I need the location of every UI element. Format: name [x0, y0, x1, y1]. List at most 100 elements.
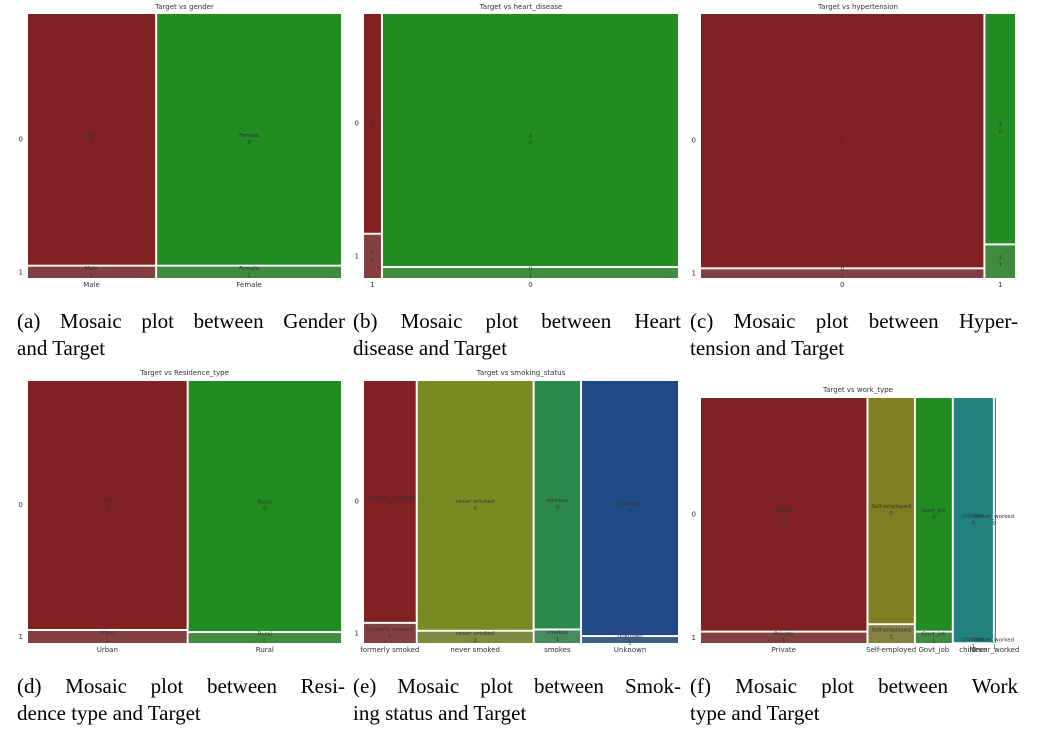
caption-line: type and Target [690, 701, 820, 725]
cell-label: 1 [247, 273, 251, 279]
cell-label: never smoked [456, 631, 495, 637]
y-tick-label: 0 [692, 510, 696, 518]
chart-title: Target vs gender [154, 3, 214, 11]
chart-title: Target vs smoking_status [476, 369, 566, 377]
cell-label: 1 [371, 257, 375, 263]
cell-label: Private [774, 508, 794, 514]
caption-line: (d) Mosaic plot between Resi- [17, 674, 345, 698]
cell-label: 1 [932, 638, 936, 644]
mosaic-cell [364, 234, 381, 278]
mosaic-cell [701, 398, 867, 631]
cell-label: Urban [99, 631, 116, 637]
x-tick-label: Urban [97, 646, 118, 654]
x-tick-label: 1 [998, 281, 1002, 289]
x-tick-label: Unknown [614, 646, 647, 654]
cell-label: never smoked [456, 499, 495, 505]
cell-label: 0 [840, 141, 844, 147]
cell-label: 0 [889, 511, 893, 517]
cell-label: 1 [263, 639, 267, 645]
cell-label: Private [774, 631, 794, 637]
caption: (d) Mosaic plot between Resi-dence type … [17, 673, 345, 727]
cell-label: Unknown [617, 634, 643, 640]
y-tick-label: 0 [19, 135, 23, 143]
mosaic-cell [582, 637, 678, 643]
mosaic-cell [915, 632, 952, 643]
caption-line: (a) Mosaic plot between Gender [17, 309, 345, 333]
mosaic-cell [915, 398, 952, 631]
y-tick-label: 1 [19, 268, 23, 276]
mosaic-cell [364, 623, 416, 643]
x-tick-label: Rural [256, 646, 274, 654]
mosaic-cell [28, 631, 187, 643]
mosaic-cell [157, 14, 341, 265]
cell-label: 0 [371, 124, 375, 130]
cell-label: 0 [263, 507, 267, 513]
mosaic-cell [157, 266, 341, 278]
mosaic-cell [582, 381, 678, 636]
mosaic-cell [417, 381, 533, 630]
x-tick-label: Never_worked [970, 646, 1020, 654]
y-tick-label: 1 [692, 634, 696, 642]
x-tick-label: 1 [370, 281, 374, 289]
cell-label: 1 [371, 250, 375, 256]
cell-label: 0 [106, 506, 110, 512]
cell-label: 1 [998, 262, 1002, 268]
mosaic-cell [188, 381, 341, 632]
caption-line: tension and Target [690, 336, 845, 360]
cell-label: Govt_job [922, 631, 947, 637]
mosaic-cell [28, 266, 156, 278]
y-tick-label: 0 [692, 137, 696, 145]
caption-line: and Target [17, 336, 106, 360]
cell-label: 1 [998, 255, 1002, 261]
cell-label: 0 [993, 521, 997, 527]
cell-label: 1 [90, 273, 94, 279]
cell-label: 0 [529, 267, 533, 273]
y-tick-label: 1 [355, 629, 359, 637]
cell-label: 1 [473, 638, 477, 644]
mosaic-cell [868, 398, 914, 624]
caption-line: (f) Mosaic plot between Work [690, 674, 1018, 698]
cell-label: children [962, 514, 985, 520]
x-tick-label: Govt_job [918, 646, 949, 654]
cell-label: Self-employed [872, 504, 911, 510]
cell-label: Female [239, 133, 260, 139]
cell-label: Never_worked [975, 638, 1014, 644]
y-tick-label: 1 [355, 252, 359, 260]
cell-label: 0 [998, 129, 1002, 135]
caption-line: (b) Mosaic plot between Heart [353, 309, 681, 333]
cell-label: 1 [840, 274, 844, 280]
cell-label: 0 [840, 267, 844, 273]
x-tick-label: Self-employed [866, 646, 916, 654]
x-tick-label: Private [772, 646, 796, 654]
caption: (a) Mosaic plot between Gender and Target [17, 308, 345, 362]
mosaic-cell [417, 631, 533, 643]
cell-label: 0 [628, 509, 632, 515]
cell-label: 0 [972, 521, 976, 527]
chart-title: Target vs heart_disease [479, 3, 563, 11]
chart-title: Target vs Residence_type [139, 369, 229, 377]
cell-label: 0 [556, 505, 560, 511]
cell-label: smokes [547, 498, 568, 504]
mosaic-cell [364, 381, 416, 622]
x-tick-label: 0 [840, 281, 844, 289]
cell-label: smokes [547, 630, 568, 636]
chart-title: Target vs hypertension [817, 3, 898, 11]
mosaic-cell [953, 398, 993, 643]
cell-label: formerly smoked [367, 495, 413, 501]
cell-label: 1 [371, 117, 375, 123]
y-tick-label: 1 [19, 633, 23, 641]
x-tick-label: smokes [544, 646, 571, 654]
cell-label: 0 [840, 134, 844, 140]
caption-line: dence type and Target [17, 701, 201, 725]
cell-label: 1 [993, 645, 997, 651]
cell-label: Female [239, 266, 260, 272]
cell-label: 1 [998, 122, 1002, 128]
mosaic-cell [868, 625, 914, 643]
cell-label: Never_worked [975, 514, 1014, 520]
cell-label: Govt_job [922, 508, 947, 514]
y-tick-label: 0 [19, 501, 23, 509]
cell-label: 0 [782, 515, 786, 521]
cell-label: Self-employed [872, 628, 911, 634]
caption-line: disease and Target [353, 336, 508, 360]
x-tick-label: Female [236, 281, 261, 289]
